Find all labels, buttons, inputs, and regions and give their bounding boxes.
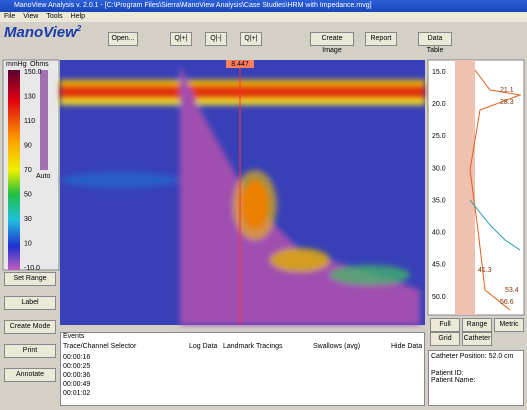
logo-name: ManoView	[4, 24, 77, 41]
log-label: Log Data	[189, 343, 217, 350]
depth-label: 45.0	[432, 262, 446, 269]
info-panel: Catheter Position: 52.0 cm Patient ID: P…	[428, 350, 524, 406]
event-row[interactable]: 00:00:49	[63, 380, 213, 389]
color-bar	[8, 70, 20, 270]
scale-label: 150.0	[24, 69, 42, 76]
depth-label: 50.0	[432, 294, 446, 301]
event-row[interactable]: 00:01:02	[63, 389, 213, 398]
toolbar-button[interactable]: Data Table	[418, 32, 452, 46]
pressure-label: 53.4	[505, 287, 519, 294]
scale-label: 130	[24, 93, 36, 100]
profile-button[interactable]: Catheter	[462, 332, 492, 346]
depth-label: 35.0	[432, 197, 446, 204]
hide-label: Hide Data	[391, 343, 422, 350]
patient-id: Patient ID:	[431, 370, 521, 377]
pressure-unit: mmHg	[6, 61, 27, 68]
menu-item[interactable]: View	[23, 12, 38, 22]
pressure-label: 28.3	[500, 99, 514, 106]
menu-item[interactable]: File	[4, 12, 15, 22]
logo: ManoView2	[4, 24, 94, 46]
catheter-position: Catheter Position: 52.0 cm	[431, 353, 521, 360]
toolbar-button[interactable]: Open...	[108, 32, 138, 46]
scale-label: 110	[24, 118, 35, 125]
side-button[interactable]: Annotate	[4, 368, 56, 382]
scale-label: 10	[24, 240, 32, 247]
profile-button[interactable]: Range	[462, 318, 492, 332]
menu-item[interactable]: Tools	[46, 12, 62, 22]
profile-button[interactable]: Full Scale	[430, 318, 460, 332]
pressure-label: 56.6	[500, 299, 514, 306]
scale-label: 30	[24, 216, 32, 223]
depth-label: 15.0	[432, 69, 446, 76]
menu-bar: File View Tools Help	[0, 12, 527, 22]
side-button[interactable]: Label	[4, 296, 56, 310]
logo-version: 2	[77, 24, 81, 33]
impedance-unit: Ohms	[30, 61, 49, 68]
scale-label: -10.0	[24, 265, 40, 272]
pressure-label: 21.1	[500, 87, 514, 94]
toolbar-button[interactable]: Report	[365, 32, 397, 46]
event-row[interactable]: 00:00:36	[63, 371, 213, 380]
toolbar-button[interactable]: Create Image	[310, 32, 354, 46]
side-button[interactable]: Create Mode	[4, 320, 56, 334]
patient-name: Patient Name:	[431, 377, 521, 384]
menu-item[interactable]: Help	[71, 12, 85, 22]
swallows-label: Swallows (avg)	[313, 343, 360, 350]
time-marker: 8.447	[231, 61, 249, 68]
depth-label: 40.0	[432, 230, 446, 237]
depth-label: 30.0	[432, 165, 446, 172]
landmarks-label: Landmark Tracings	[223, 343, 283, 350]
depth-label: 25.0	[432, 133, 446, 140]
event-row[interactable]: 00:00:25	[63, 362, 213, 371]
pressure-label: 41.3	[478, 267, 492, 274]
event-row[interactable]: 00:00:16	[63, 353, 213, 362]
window-title: ManoView Analysis v. 2.0.1 - [C:\Program…	[14, 2, 372, 9]
depth-label: 20.0	[432, 101, 446, 108]
bottom-panel: Events Trace/Channel Selector Log Data L…	[60, 332, 425, 406]
side-button[interactable]: Print	[4, 344, 56, 358]
selector-label: Trace/Channel Selector	[63, 343, 136, 350]
toolbar-button[interactable]: Q|-|	[205, 32, 227, 46]
app-window: ManoView Analysis v. 2.0.1 - [C:\Program…	[0, 0, 527, 410]
side-button[interactable]: Set Range	[4, 272, 56, 286]
profile-button[interactable]: Grid	[430, 332, 460, 346]
profile-button[interactable]: Metric	[494, 318, 524, 332]
toolbar-button[interactable]: Q|+|	[240, 32, 262, 46]
title-bar: ManoView Analysis v. 2.0.1 - [C:\Program…	[0, 0, 527, 12]
events-label: Events	[63, 333, 84, 340]
toolbar-button[interactable]: Q|+|	[170, 32, 192, 46]
main-view: mmHg Ohms Auto 150.0 130 110 90 70 50 30 10 -10.…	[0, 50, 527, 330]
scale-label: 70	[24, 167, 32, 174]
impedance-auto: Auto	[36, 173, 51, 180]
impedance-bar	[40, 70, 48, 170]
scale-label: 90	[24, 142, 32, 149]
scale-label: 50	[24, 191, 32, 198]
